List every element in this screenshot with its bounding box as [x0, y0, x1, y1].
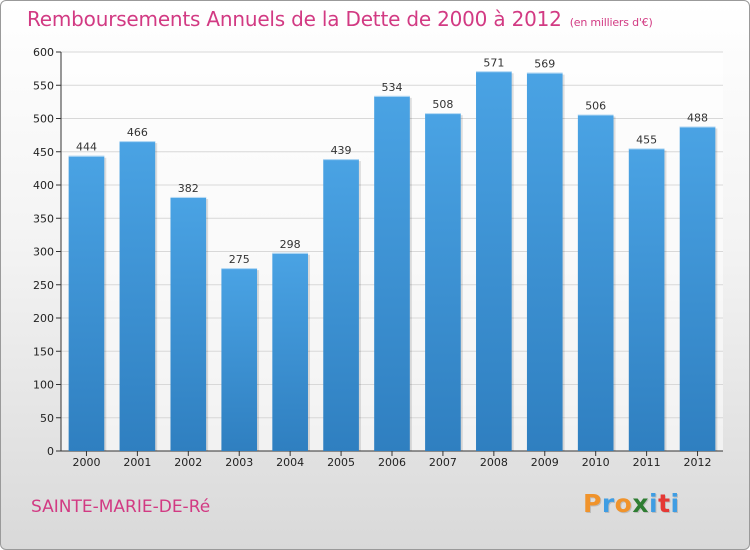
chart-title: Remboursements Annuels de la Dette de 20…: [27, 7, 653, 31]
bar: [170, 196, 207, 451]
x-tick-label: 2008: [480, 456, 508, 469]
y-tick-label: 200: [33, 312, 54, 325]
bar: [526, 72, 563, 452]
y-tick-label: 300: [33, 246, 54, 259]
logo-letter: i: [649, 489, 659, 518]
data-label: 466: [127, 126, 148, 139]
x-tick-label: 2011: [633, 456, 661, 469]
logo-letter: i: [670, 489, 680, 518]
y-tick-label: 550: [33, 79, 54, 92]
data-label: 298: [280, 238, 301, 251]
bar: [476, 71, 512, 451]
bar: [374, 95, 410, 451]
logo-letter: t: [658, 489, 671, 518]
y-tick-label: 500: [33, 113, 54, 126]
proxiti-logo: Proxiti: [583, 489, 680, 518]
x-tick-label: 2010: [582, 456, 610, 469]
y-tick-label: 100: [33, 379, 54, 392]
x-tick-label: 2012: [684, 456, 712, 469]
x-tick-label: 2005: [327, 456, 355, 469]
data-label: 275: [229, 253, 250, 266]
data-label: 455: [636, 133, 657, 146]
y-tick-label: 150: [33, 345, 54, 358]
logo-letter: o: [614, 489, 633, 518]
data-label: 506: [585, 100, 606, 113]
y-tick-label: 50: [40, 412, 54, 425]
bar: [272, 252, 308, 451]
data-label: 488: [687, 111, 708, 124]
bar: [221, 268, 258, 451]
chart-unit-note: (en milliers d'€): [569, 16, 653, 29]
logo-letter: x: [632, 489, 649, 518]
logo-letter: P: [583, 489, 602, 518]
y-tick-label: 600: [33, 46, 54, 59]
data-label: 382: [178, 182, 199, 195]
data-label: 439: [331, 144, 352, 157]
y-tick-label: 0: [47, 445, 54, 458]
data-label: 571: [483, 56, 504, 69]
logo-letter: r: [601, 489, 615, 518]
y-tick-label: 350: [33, 212, 54, 225]
bar: [119, 141, 156, 452]
data-label: 508: [432, 98, 453, 111]
x-tick-label: 2001: [123, 456, 151, 469]
y-tick-label: 250: [33, 279, 54, 292]
x-tick-label: 2004: [276, 456, 304, 469]
data-label: 569: [534, 58, 555, 71]
bar: [425, 113, 461, 452]
bar: [323, 159, 359, 451]
x-tick-label: 2006: [378, 456, 406, 469]
y-tick-label: 400: [33, 179, 54, 192]
y-tick-label: 450: [33, 146, 54, 159]
bar: [628, 148, 665, 452]
x-tick-label: 2002: [174, 456, 202, 469]
bar: [679, 126, 716, 451]
city-name: SAINTE-MARIE-DE-Ré: [31, 497, 211, 517]
data-label: 444: [76, 141, 97, 154]
x-tick-label: 2003: [225, 456, 253, 469]
x-tick-label: 2000: [72, 456, 100, 469]
bar: [68, 155, 105, 452]
x-tick-label: 2009: [531, 456, 559, 469]
x-tick-label: 2007: [429, 456, 457, 469]
data-label: 534: [382, 81, 403, 94]
bar: [577, 114, 614, 451]
chart-title-text: Remboursements Annuels de la Dette de 20…: [27, 7, 562, 31]
